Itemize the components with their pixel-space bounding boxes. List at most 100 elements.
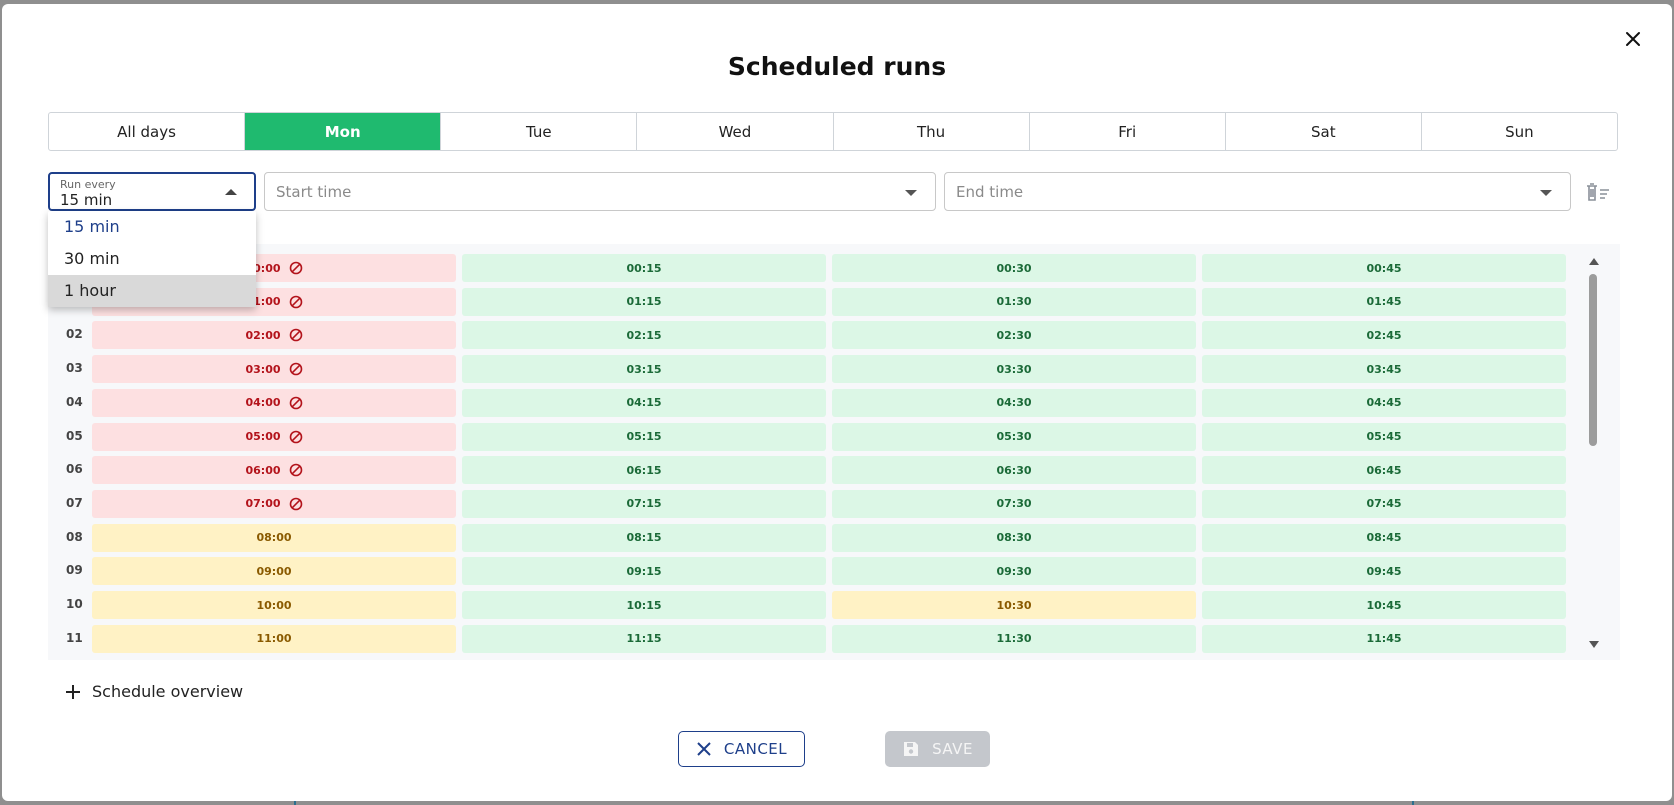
time-slot[interactable]: 00:45 <box>1202 254 1566 282</box>
time-slot[interactable]: 01:15 <box>462 287 826 316</box>
time-slot[interactable]: 05:30 <box>832 422 1196 451</box>
time-slot[interactable]: 05:15 <box>462 422 826 451</box>
time-slot[interactable]: 09:30 <box>832 557 1196 586</box>
time-slot[interactable]: 02:00 <box>92 321 456 350</box>
time-slot-label: 07:45 <box>1366 497 1402 511</box>
tab-mon[interactable]: Mon <box>245 113 442 150</box>
time-slot[interactable]: 04:45 <box>1202 388 1566 417</box>
tab-thu[interactable]: Thu <box>834 113 1030 150</box>
time-slot[interactable]: 11:45 <box>1202 624 1566 653</box>
tab-all-days[interactable]: All days <box>49 113 246 150</box>
tab-fri[interactable]: Fri <box>1030 113 1226 150</box>
time-slot-label: 01:30 <box>996 295 1032 309</box>
end-time-select[interactable]: End time <box>944 172 1571 211</box>
option-15-min[interactable]: 15 min <box>64 217 120 236</box>
time-slot[interactable]: 09:00 <box>92 557 456 586</box>
time-slot[interactable]: 06:45 <box>1202 456 1566 485</box>
time-slot-label: 11:15 <box>626 632 662 646</box>
time-slot[interactable]: 07:00 <box>92 489 456 518</box>
time-slot-label: 06:15 <box>626 463 662 477</box>
option-30-min[interactable]: 30 min <box>64 249 120 268</box>
time-slot[interactable]: 05:00 <box>92 422 456 451</box>
time-slot[interactable]: 10:45 <box>1202 591 1566 619</box>
time-slot[interactable]: 01:30 <box>832 287 1196 316</box>
time-slot[interactable]: 04:30 <box>832 388 1196 417</box>
time-slot-label: 11:45 <box>1366 632 1402 646</box>
start-time-select[interactable]: Start time <box>264 172 936 211</box>
time-slot[interactable]: 00:30 <box>832 254 1196 282</box>
time-slot[interactable]: 07:30 <box>832 489 1196 518</box>
time-slot[interactable]: 00:15 <box>462 254 826 282</box>
tab-sun[interactable]: Sun <box>1505 122 1534 141</box>
time-slot[interactable]: 09:45 <box>1202 557 1566 586</box>
time-slot-label: 00:15 <box>626 261 662 275</box>
time-slot[interactable]: 06:15 <box>462 456 826 485</box>
time-slot[interactable]: 11:00 <box>92 624 456 653</box>
time-slot[interactable]: 10:30 <box>832 591 1196 619</box>
time-slot[interactable]: 01:45 <box>1202 287 1566 316</box>
time-slot-label: 08:00 <box>256 531 292 545</box>
chevron-up-icon <box>225 189 237 195</box>
time-slot-label: 04:45 <box>1366 396 1402 410</box>
hour-label: 10 <box>66 597 83 611</box>
save-button[interactable]: SAVE <box>885 731 990 767</box>
schedule-row: 03 03:00 03:15 03:30 03:45 <box>48 355 1588 384</box>
schedule-overview-toggle[interactable]: Schedule overview <box>64 682 243 701</box>
tab-wed[interactable]: Wed <box>637 113 834 150</box>
cancel-label: CANCEL <box>723 740 788 758</box>
time-slot-label: 09:00 <box>256 564 292 578</box>
time-slot[interactable]: 06:30 <box>832 456 1196 485</box>
time-slot-label: 02:15 <box>626 328 662 342</box>
time-slot[interactable]: 10:00 <box>92 591 456 619</box>
schedule-row: 08 08:00 08:15 08:30 08:45 <box>48 523 1588 552</box>
scrollbar[interactable] <box>1586 256 1600 648</box>
hour-label: 08 <box>66 529 83 544</box>
time-slot[interactable]: 03:00 <box>92 355 456 384</box>
tab-sat[interactable]: Sat <box>1226 113 1422 150</box>
ban-icon <box>289 430 302 443</box>
time-slot[interactable]: 11:15 <box>462 624 826 653</box>
time-slot-label: 05:30 <box>996 430 1032 443</box>
time-slot[interactable]: 07:15 <box>462 489 826 518</box>
time-slot-label: 07:30 <box>996 497 1032 511</box>
scroll-up-icon[interactable] <box>1589 258 1599 265</box>
time-slot[interactable]: 10:15 <box>462 591 826 619</box>
time-slot[interactable]: 05:45 <box>1202 422 1566 451</box>
chevron-down-icon <box>1540 190 1552 196</box>
time-slot[interactable]: 08:00 <box>92 523 456 552</box>
time-slot[interactable]: 02:15 <box>462 321 826 350</box>
time-slot-label: 07:15 <box>626 497 662 511</box>
time-slot[interactable]: 08:30 <box>832 523 1196 552</box>
run-every-select[interactable]: Run every 15 min <box>48 172 256 211</box>
close-button[interactable] <box>1620 26 1646 52</box>
time-slot[interactable]: 09:15 <box>462 557 826 586</box>
save-label: SAVE <box>932 740 973 758</box>
schedule-row: 02 02:00 02:15 02:30 02:45 <box>48 321 1588 350</box>
option-1-hour[interactable]: 1 hour <box>48 275 256 307</box>
time-slot-label: 06:30 <box>996 463 1032 477</box>
time-slot[interactable]: 07:45 <box>1202 489 1566 518</box>
time-slot-label: 10:30 <box>996 598 1032 612</box>
time-slot[interactable]: 02:30 <box>832 321 1196 350</box>
time-slot[interactable]: 02:45 <box>1202 321 1566 350</box>
time-slot[interactable]: 04:15 <box>462 388 826 417</box>
time-slot[interactable]: 11:30 <box>832 624 1196 653</box>
tab-tue[interactable]: Tue <box>441 113 638 150</box>
time-slot[interactable]: 08:15 <box>462 523 826 552</box>
time-slot[interactable]: 06:00 <box>92 456 456 485</box>
ban-icon <box>289 463 302 477</box>
time-slot[interactable]: 03:45 <box>1202 355 1566 384</box>
time-slot[interactable]: 08:45 <box>1202 523 1566 552</box>
time-slot-label: 02:45 <box>1366 328 1402 342</box>
time-slot-label: 03:30 <box>996 362 1032 376</box>
run-every-dropdown: 15 min 30 min 1 hour <box>48 211 256 307</box>
clear-filter-icon[interactable] <box>1585 182 1611 204</box>
time-slot[interactable]: 03:15 <box>462 355 826 384</box>
start-time-placeholder: Start time <box>276 183 352 201</box>
time-slot-label: 03:15 <box>626 362 662 376</box>
scroll-thumb[interactable] <box>1589 274 1597 446</box>
time-slot[interactable]: 03:30 <box>832 355 1196 384</box>
scroll-down-icon[interactable] <box>1589 641 1599 648</box>
cancel-button[interactable]: CANCEL <box>678 731 805 767</box>
time-slot[interactable]: 04:00 <box>92 388 456 417</box>
